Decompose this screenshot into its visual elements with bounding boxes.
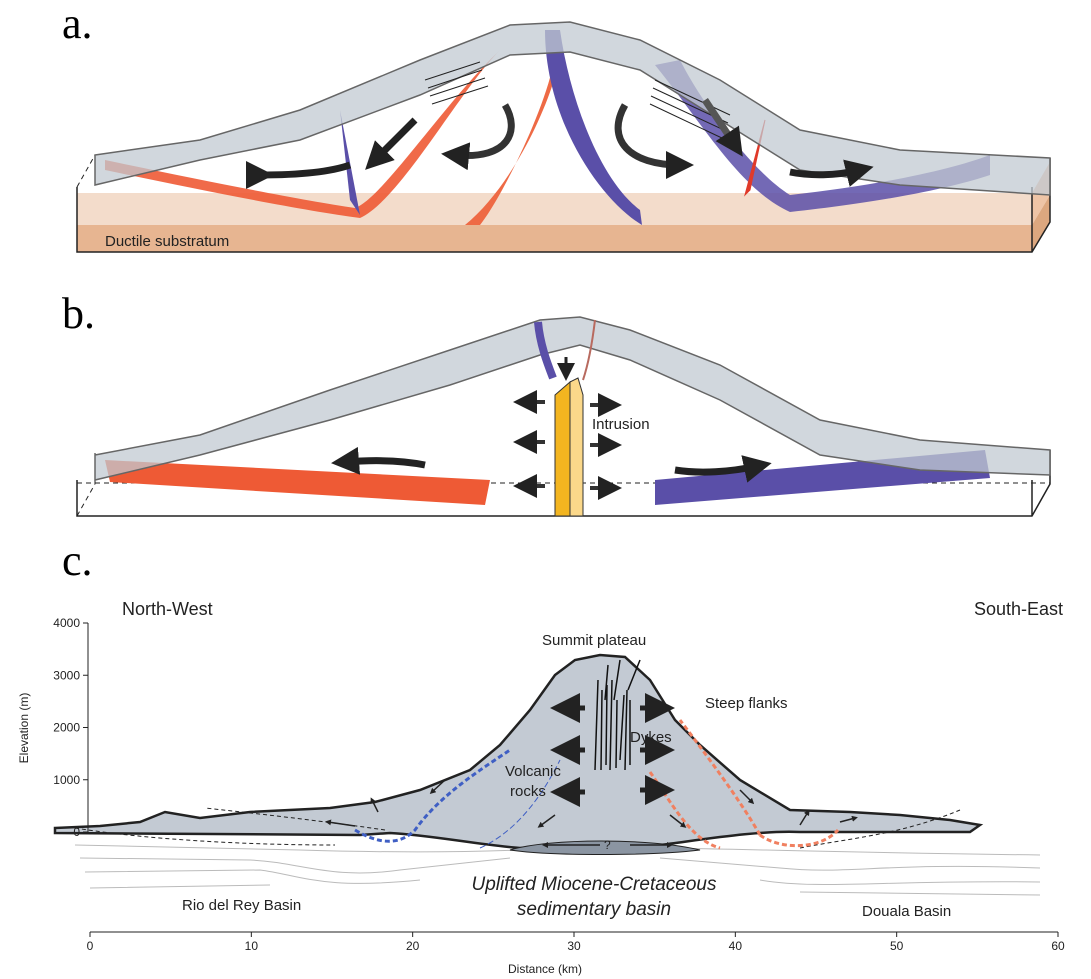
flanks-label: Steep flanks xyxy=(705,695,788,712)
direction-label: South-East xyxy=(974,599,1063,619)
x-tick-label: 30 xyxy=(567,939,581,953)
panel-a: a. Ductile substratum xyxy=(62,0,1050,252)
substratum-label: Ductile substratum xyxy=(105,233,229,250)
x-tick-label: 50 xyxy=(890,939,904,953)
y-axis-label: Elevation (m) xyxy=(17,693,31,764)
dykes-label: Dykes xyxy=(630,729,672,746)
x-tick-label: 60 xyxy=(1051,939,1065,953)
intrusion-label: Intrusion xyxy=(592,416,650,433)
figure: a. Ductile substratum b. Intrusion c. No… xyxy=(0,0,1091,979)
y-tick-label: 1000 xyxy=(53,773,80,787)
y-tick-label: 4000 xyxy=(53,616,80,630)
question-label: ? xyxy=(604,838,611,852)
x-tick-label: 20 xyxy=(406,939,420,953)
direction-label: North-West xyxy=(122,599,213,619)
panel-label: c. xyxy=(62,536,93,585)
volcanic-label: rocks xyxy=(510,783,546,800)
basin-label: Uplifted Miocene-Cretaceous xyxy=(471,874,717,895)
panel-b: b. Intrusion xyxy=(62,289,1050,516)
x-axis-label: Distance (km) xyxy=(508,962,582,976)
basin-name: Douala Basin xyxy=(862,903,951,920)
y-tick-label: 0 xyxy=(73,825,80,839)
x-tick-label: 0 xyxy=(87,939,94,953)
x-tick-label: 10 xyxy=(245,939,259,953)
panel-c: c. North-West South-East Summit plateau … xyxy=(17,536,1065,976)
panel-label: b. xyxy=(62,289,95,338)
x-tick-label: 40 xyxy=(729,939,743,953)
basin-label: sedimentary basin xyxy=(517,899,671,920)
y-tick-label: 2000 xyxy=(53,721,80,735)
y-tick-label: 3000 xyxy=(53,668,80,682)
panel-label: a. xyxy=(62,0,93,48)
basin-name: Rio del Rey Basin xyxy=(182,897,301,914)
volcanic-label: Volcanic xyxy=(505,763,561,780)
summit-label: Summit plateau xyxy=(542,632,646,649)
